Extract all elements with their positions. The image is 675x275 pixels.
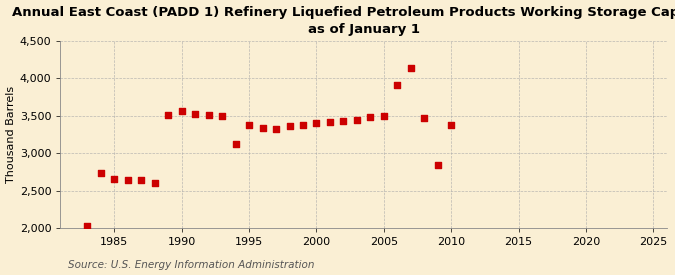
Point [338,119,349,123]
Point [95,171,106,175]
Point [122,177,133,182]
Point [379,114,389,118]
Point [325,120,335,124]
Point [190,112,200,117]
Y-axis label: Thousand Barrels: Thousand Barrels [5,86,16,183]
Point [446,123,457,127]
Point [298,123,308,127]
Point [176,109,187,114]
Point [352,117,362,122]
Point [392,83,403,87]
Point [365,115,376,120]
Point [149,181,160,186]
Point [136,177,146,182]
Point [203,113,214,117]
Point [271,126,281,131]
Point [82,224,92,228]
Point [433,163,443,167]
Point [230,142,241,147]
Point [109,177,119,181]
Point [311,121,322,126]
Point [244,123,254,127]
Text: Source: U.S. Energy Information Administration: Source: U.S. Energy Information Administ… [68,260,314,270]
Title: Annual East Coast (PADD 1) Refinery Liquefied Petroleum Products Working Storage: Annual East Coast (PADD 1) Refinery Liqu… [12,6,675,35]
Point [257,126,268,130]
Point [419,116,430,120]
Point [406,66,416,70]
Point [163,113,173,117]
Point [284,123,295,128]
Point [217,114,227,118]
